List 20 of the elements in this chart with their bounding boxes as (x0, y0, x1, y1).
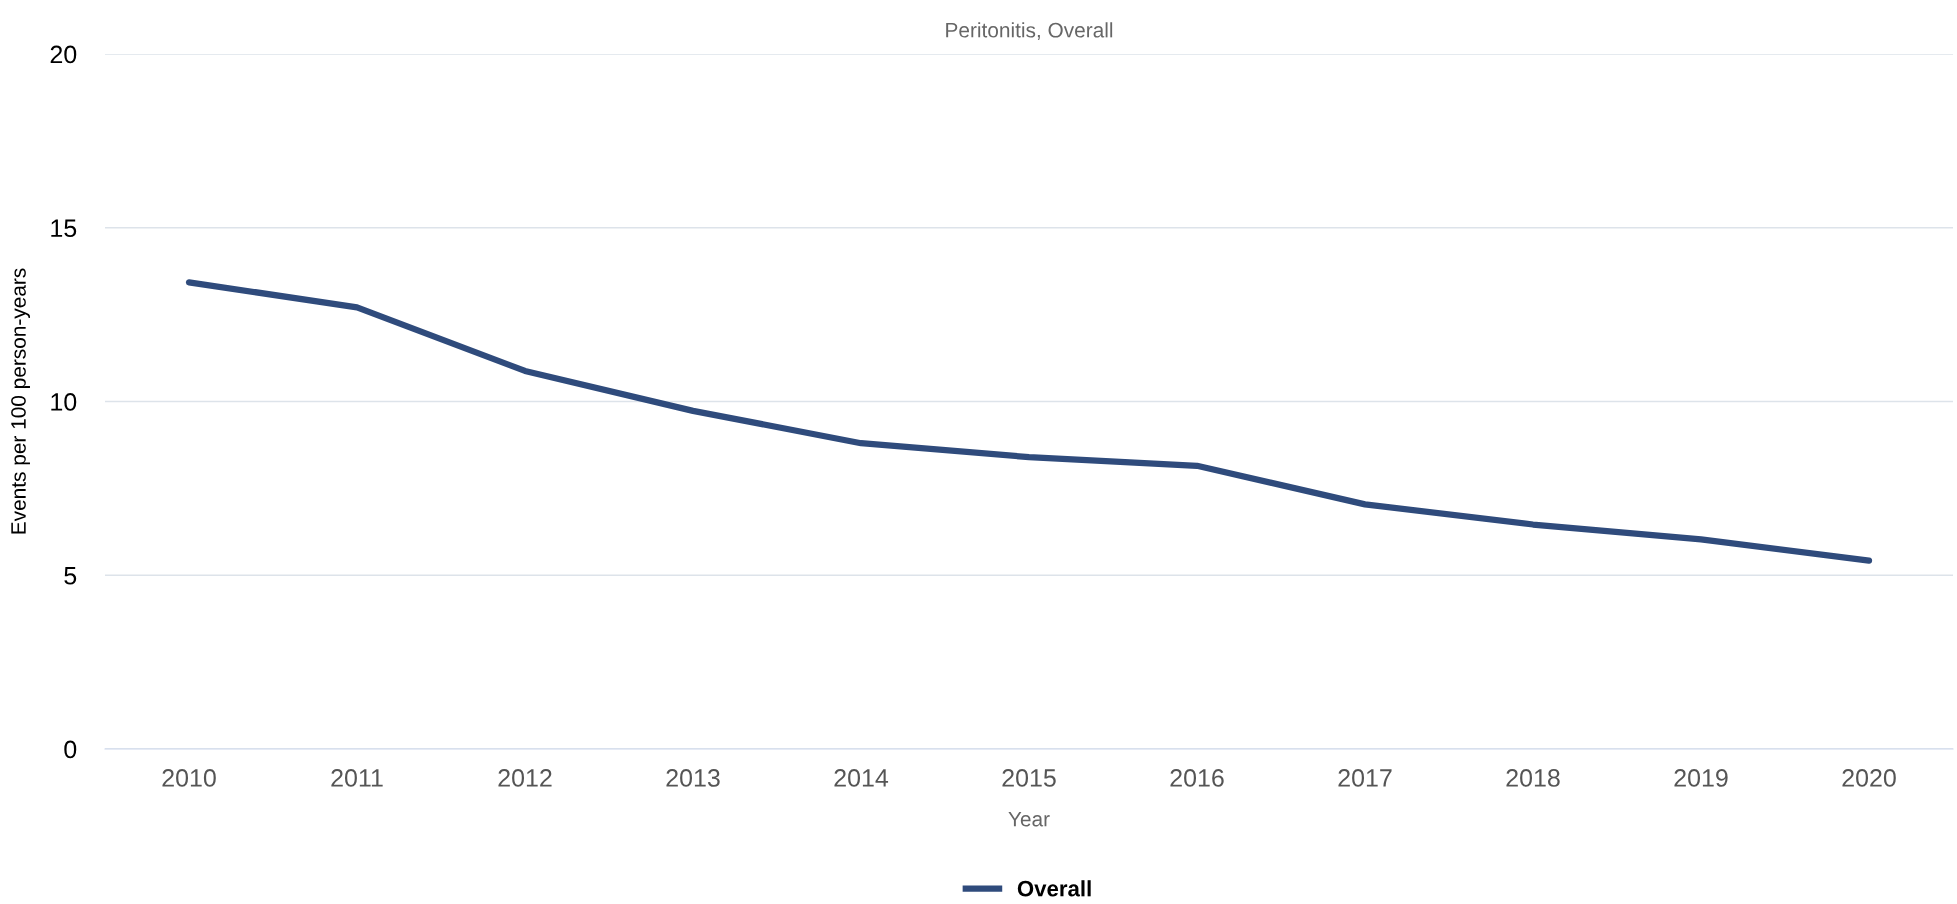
chart-title: Peritonitis, Overall (946, 22, 1113, 40)
y-tick-label: 0 (64, 740, 77, 759)
x-tick-label: 2015 (1002, 769, 1056, 787)
legend-label: Overall (1017, 880, 1091, 897)
x-axis-title: Year (1008, 811, 1050, 827)
x-tick-label: 2017 (1338, 769, 1392, 787)
y-tick-label: 15 (51, 219, 77, 238)
x-tick-label: 2014 (834, 769, 889, 787)
x-tick-label: 2020 (1842, 769, 1896, 787)
x-tick-label: 2011 (331, 769, 383, 787)
x-tick-label: 2010 (162, 769, 216, 787)
x-tick-label: 2016 (1170, 769, 1224, 787)
x-tick-label: 2012 (498, 769, 552, 787)
x-tick-label: 2019 (1674, 769, 1728, 787)
x-tick-label: 2018 (1506, 769, 1560, 787)
y-axis-title: Events per 100 person-years (11, 268, 30, 534)
x-tick-label: 2013 (666, 769, 720, 787)
y-tick-label: 20 (50, 45, 77, 64)
y-tick-label: 5 (64, 567, 77, 585)
y-tick-label: 10 (51, 393, 77, 411)
